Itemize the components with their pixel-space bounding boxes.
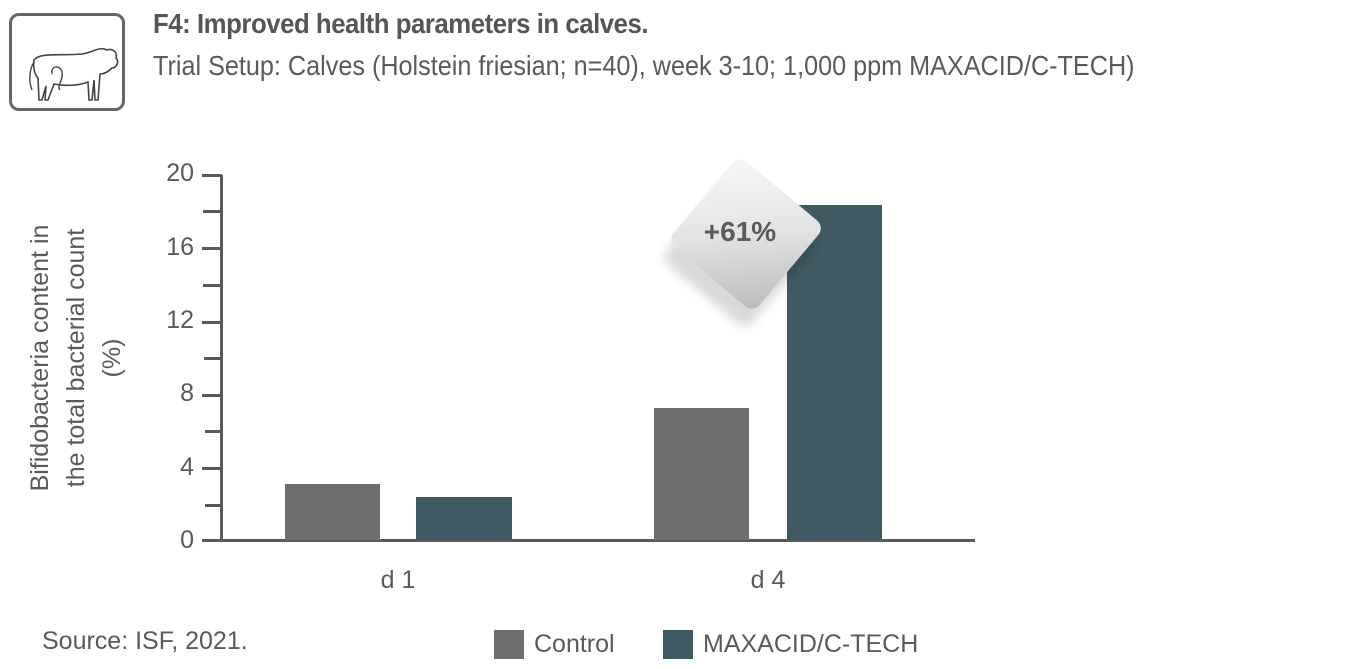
y-tick: [202, 247, 222, 250]
y-tick-label: 20: [166, 159, 194, 187]
y-axis-label: Bifidobacteria content in the total bact…: [22, 148, 130, 568]
bar-control-d1: [285, 484, 380, 540]
y-minor-tick: [204, 357, 221, 360]
y-tick-label: 12: [166, 306, 194, 334]
bar-maxacid-d1: [416, 497, 512, 540]
chart-subtitle: Trial Setup: Calves (Holstein friesian; …: [153, 50, 1135, 81]
legend-item-maxacid: MAXACID/C-TECH: [663, 630, 918, 659]
chart-title: F4: Improved health parameters in calves…: [153, 8, 649, 39]
x-axis: [202, 539, 975, 542]
legend-label-control: Control: [534, 630, 615, 658]
y-axis-label-line-3: (%): [98, 338, 126, 378]
y-minor-tick: [205, 504, 221, 507]
y-tick-label: 4: [180, 453, 194, 481]
legend-label-maxacid: MAXACID/C-TECH: [703, 630, 919, 658]
bar-maxacid-d4: [787, 205, 882, 540]
bar-control-d4: [654, 408, 749, 540]
y-axis-label-line-1: Bifidobacteria content in: [26, 224, 54, 492]
y-tick: [202, 321, 222, 324]
y-minor-tick: [203, 210, 221, 213]
y-axis-label-line-2: the total bacterial count: [62, 228, 90, 488]
y-axis: [220, 175, 223, 542]
legend-swatch-control: [494, 630, 524, 659]
y-tick: [202, 467, 222, 470]
y-tick: [202, 394, 222, 397]
y-minor-tick: [203, 284, 221, 287]
y-minor-tick: [205, 430, 221, 433]
cow-icon-frame: [9, 13, 125, 111]
x-tick-label-d1: d 1: [380, 566, 416, 594]
y-tick: [202, 174, 222, 177]
x-tick-label-d4: d 4: [750, 566, 786, 594]
y-tick-label: 16: [166, 233, 194, 261]
source-note: Source: ISF, 2021.: [42, 627, 248, 655]
legend-swatch-maxacid: [663, 630, 693, 659]
legend-item-control: Control: [494, 630, 615, 659]
increase-badge-label: +61%: [703, 216, 777, 247]
y-tick-label: 8: [180, 379, 194, 407]
y-tick-label: 0: [180, 526, 194, 554]
cow-icon: [29, 47, 119, 101]
